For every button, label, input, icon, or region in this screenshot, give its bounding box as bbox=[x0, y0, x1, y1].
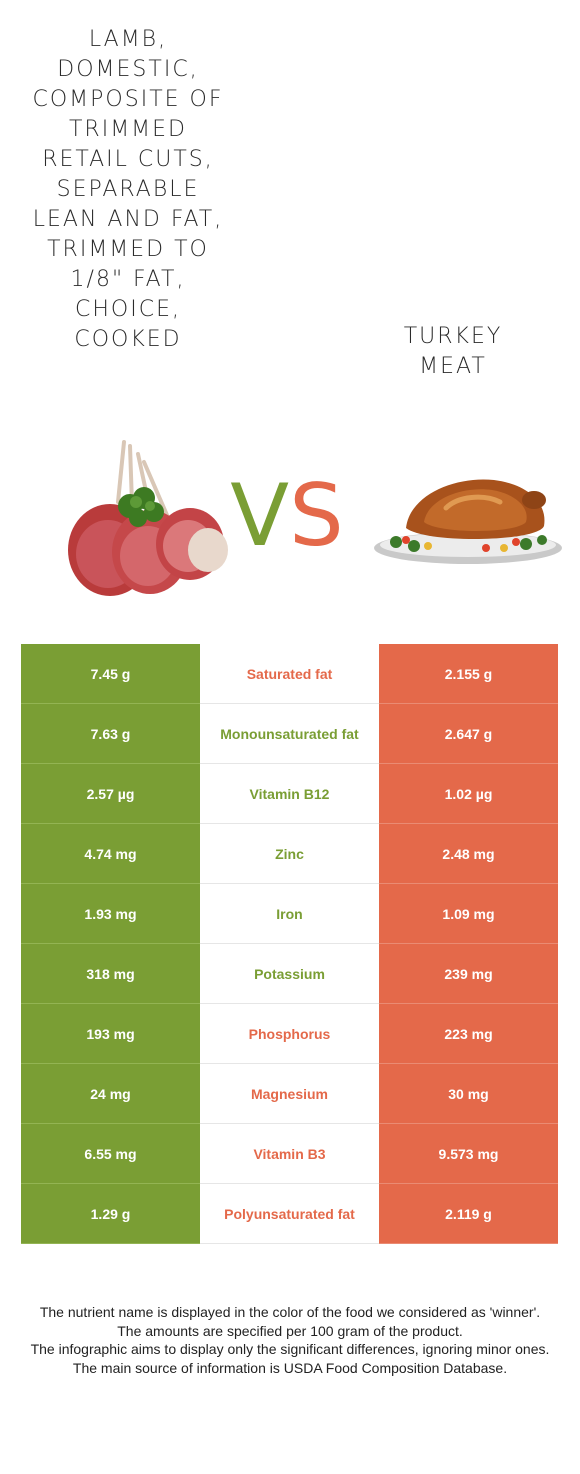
table-row: 7.45 g Saturated fat 2.155 g bbox=[21, 644, 558, 704]
vs-v: V bbox=[230, 466, 290, 566]
food-b-value: 239 mg bbox=[379, 944, 558, 1004]
footer-note: The infographic aims to display only the… bbox=[30, 1341, 550, 1357]
food-b-value: 1.09 mg bbox=[379, 884, 558, 944]
nutrient-name: Phosphorus bbox=[200, 1004, 379, 1064]
footer-notes: The nutrient name is displayed in the co… bbox=[20, 1303, 560, 1377]
food-a-title: Lamb, domestic, composite of trimmed ret… bbox=[32, 27, 224, 352]
food-a-value: 1.93 mg bbox=[21, 884, 200, 944]
roast-turkey-icon bbox=[366, 468, 566, 568]
footer-note: The main source of information is USDA F… bbox=[72, 1359, 508, 1376]
nutrient-name: Potassium bbox=[200, 944, 379, 1004]
table-row: 1.93 mg Iron 1.09 mg bbox=[21, 884, 558, 944]
footer-note: The amounts are specified per 100 gram o… bbox=[117, 1322, 463, 1339]
food-b-value: 30 mg bbox=[379, 1064, 558, 1124]
food-a-value: 4.74 mg bbox=[21, 824, 200, 884]
table-row: 318 mg Potassium 239 mg bbox=[21, 944, 558, 1004]
nutrient-name: Vitamin B12 bbox=[200, 764, 379, 824]
food-b-value: 2.48 mg bbox=[379, 824, 558, 884]
food-b-title: Turkey meat bbox=[403, 324, 503, 379]
table-row: 2.57 µg Vitamin B12 1.02 µg bbox=[21, 764, 558, 824]
versus-label: VS bbox=[222, 466, 352, 566]
table-row: 6.55 mg Vitamin B3 9.573 mg bbox=[21, 1124, 558, 1184]
food-a-value: 2.57 µg bbox=[21, 764, 200, 824]
nutrient-name: Vitamin B3 bbox=[200, 1124, 379, 1184]
food-a-value: 6.55 mg bbox=[21, 1124, 200, 1184]
food-a-value: 7.45 g bbox=[21, 644, 200, 704]
nutrient-name: Saturated fat bbox=[200, 644, 379, 704]
footer-note: The nutrient name is displayed in the co… bbox=[39, 1304, 541, 1320]
table-row: 4.74 mg Zinc 2.48 mg bbox=[21, 824, 558, 884]
lamb-chops-icon bbox=[58, 432, 234, 602]
food-a-value: 24 mg bbox=[21, 1064, 200, 1124]
food-b-value: 9.573 mg bbox=[379, 1124, 558, 1184]
nutrient-name: Magnesium bbox=[200, 1064, 379, 1124]
food-b-value: 2.119 g bbox=[379, 1184, 558, 1244]
food-b-value: 1.02 µg bbox=[379, 764, 558, 824]
table-row: 1.29 g Polyunsaturated fat 2.119 g bbox=[21, 1184, 558, 1244]
food-a-value: 7.63 g bbox=[21, 704, 200, 764]
food-b-value: 223 mg bbox=[379, 1004, 558, 1064]
nutrient-name: Iron bbox=[200, 884, 379, 944]
nutrient-comparison-table: 7.45 g Saturated fat 2.155 g 7.63 g Monounsa… bbox=[21, 644, 558, 1244]
food-a-value: 1.29 g bbox=[21, 1184, 200, 1244]
food-a-value: 193 mg bbox=[21, 1004, 200, 1064]
food-a-value: 318 mg bbox=[21, 944, 200, 1004]
nutrient-name: Zinc bbox=[200, 824, 379, 884]
table-row: 193 mg Phosphorus 223 mg bbox=[21, 1004, 558, 1064]
food-b-value: 2.155 g bbox=[379, 644, 558, 704]
table-row: 24 mg Magnesium 30 mg bbox=[21, 1064, 558, 1124]
food-b-value: 2.647 g bbox=[379, 704, 558, 764]
table-row: 7.63 g Monounsaturated fat 2.647 g bbox=[21, 704, 558, 764]
nutrient-name: Monounsaturated fat bbox=[200, 704, 379, 764]
vs-s: S bbox=[289, 466, 344, 566]
nutrient-name: Polyunsaturated fat bbox=[200, 1184, 379, 1244]
